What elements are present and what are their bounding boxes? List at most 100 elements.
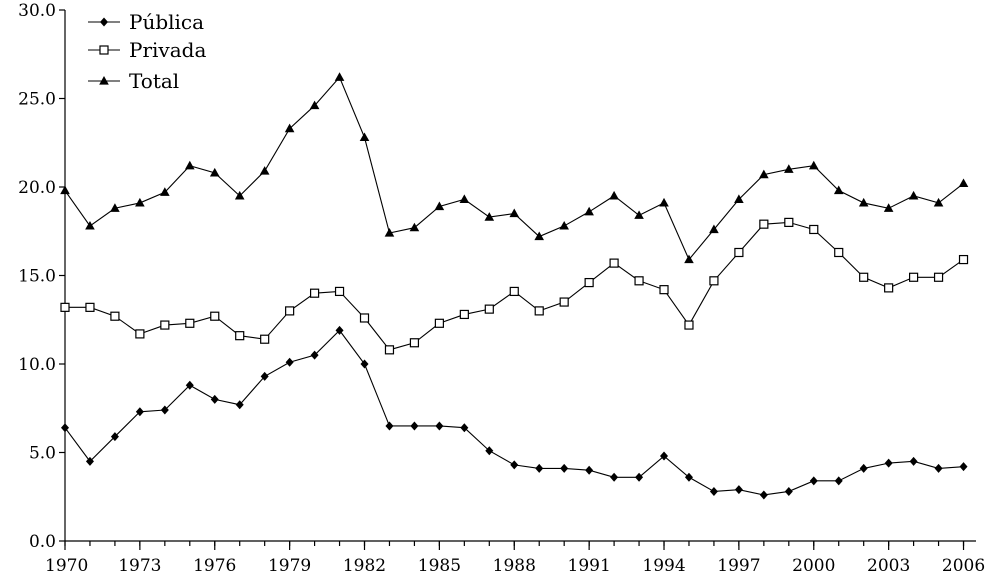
data-point-publica [61, 423, 69, 433]
data-point-publica [460, 423, 469, 433]
data-point-publica [285, 357, 294, 367]
data-point-publica [235, 400, 244, 410]
data-point-publica [934, 463, 943, 473]
data-point-privada [534, 306, 544, 316]
series-publica [61, 325, 968, 500]
x-tick-label: 1973 [118, 556, 161, 575]
x-tick-label: 1970 [45, 556, 88, 575]
data-point-publica [160, 405, 169, 415]
legend-marker [100, 17, 108, 27]
x-tick-label: 2000 [792, 556, 835, 575]
data-point-privada [509, 286, 519, 297]
x-tick-label: 1988 [493, 556, 536, 575]
series-line-privada [65, 221, 964, 351]
data-point-privada [859, 272, 869, 282]
data-point-publica [535, 463, 544, 473]
data-point-privada [958, 254, 969, 265]
data-point-total [384, 228, 395, 237]
x-tick-label: 1982 [343, 556, 386, 575]
data-point-total [709, 224, 719, 234]
data-point-publica [210, 394, 219, 404]
data-point-privada [434, 318, 444, 328]
data-point-privada [659, 285, 669, 295]
data-point-total [858, 197, 869, 207]
legend-label: Pública [129, 10, 204, 34]
data-point-total [209, 167, 220, 177]
data-point-total [85, 220, 95, 230]
data-point-publica [435, 421, 444, 431]
data-point-privada [584, 277, 594, 288]
data-point-publica [635, 472, 644, 482]
data-point-privada [110, 311, 120, 321]
data-point-total [634, 210, 644, 219]
legend-item-total: Total [88, 69, 179, 93]
legend-item-publica: Pública [88, 10, 204, 34]
data-point-privada [684, 320, 694, 330]
data-point-total [359, 132, 370, 142]
x-tick-label: 1994 [642, 556, 685, 575]
data-point-publica [260, 371, 269, 381]
data-point-privada [484, 304, 494, 314]
data-point-privada [135, 329, 145, 339]
x-tick-label: 2006 [942, 556, 985, 575]
data-point-publica [834, 476, 843, 486]
data-point-publica [135, 407, 144, 417]
data-point-total [534, 231, 545, 241]
data-point-publica [335, 325, 344, 335]
data-point-publica [734, 485, 743, 495]
data-point-total [409, 222, 420, 232]
legend-label: Privada [129, 38, 206, 62]
data-point-total [759, 169, 769, 179]
chart-series [60, 72, 969, 500]
data-point-publica [709, 486, 718, 496]
y-tick-label: 30.0 [18, 1, 56, 21]
data-point-total [684, 254, 694, 264]
data-point-privada [933, 272, 944, 282]
data-point-privada [260, 334, 270, 344]
data-point-total [808, 160, 819, 170]
data-point-publica [784, 486, 793, 496]
data-point-total [184, 160, 195, 170]
data-point-privada [160, 320, 170, 330]
legend-marker [99, 76, 109, 85]
data-point-publica [585, 465, 594, 475]
data-point-total [60, 185, 70, 195]
data-point-publica [660, 451, 669, 461]
data-point-publica [185, 380, 194, 390]
data-point-publica [360, 359, 369, 369]
data-point-total [484, 212, 495, 221]
legend-item-privada: Privada [88, 38, 206, 62]
data-point-privada [884, 283, 894, 293]
data-point-publica [759, 490, 768, 500]
data-point-total [509, 208, 520, 218]
data-point-total [784, 164, 794, 173]
data-point-publica [809, 476, 818, 486]
data-point-privada [85, 302, 95, 312]
data-point-publica [909, 456, 918, 466]
data-point-privada [359, 313, 370, 323]
data-point-publica [610, 472, 619, 482]
data-point-total [234, 190, 245, 200]
data-point-total [309, 100, 320, 110]
data-point-privada [809, 224, 819, 235]
chart-axes: 0.0 5.0 10.0 15.0 20.0 25.0 30.0 1970 1973 1976 19… [18, 1, 985, 575]
data-point-privada [784, 217, 794, 227]
data-point-total [584, 206, 594, 216]
data-point-publica [110, 432, 119, 442]
series-total [60, 72, 969, 264]
y-tick-label: 15.0 [18, 267, 56, 287]
data-point-total [833, 185, 844, 195]
data-point-privada [384, 345, 395, 355]
data-point-total [160, 187, 170, 196]
x-tick-label: 1985 [418, 556, 461, 575]
data-point-privada [909, 272, 919, 282]
data-point-privada [734, 247, 744, 258]
data-point-publica [385, 421, 394, 431]
data-point-publica [510, 460, 519, 470]
data-point-privada [634, 276, 644, 286]
data-point-total [933, 197, 944, 207]
data-point-total [459, 194, 470, 203]
data-point-privada [309, 288, 320, 298]
data-point-total [259, 166, 270, 175]
data-point-privada [609, 258, 619, 268]
